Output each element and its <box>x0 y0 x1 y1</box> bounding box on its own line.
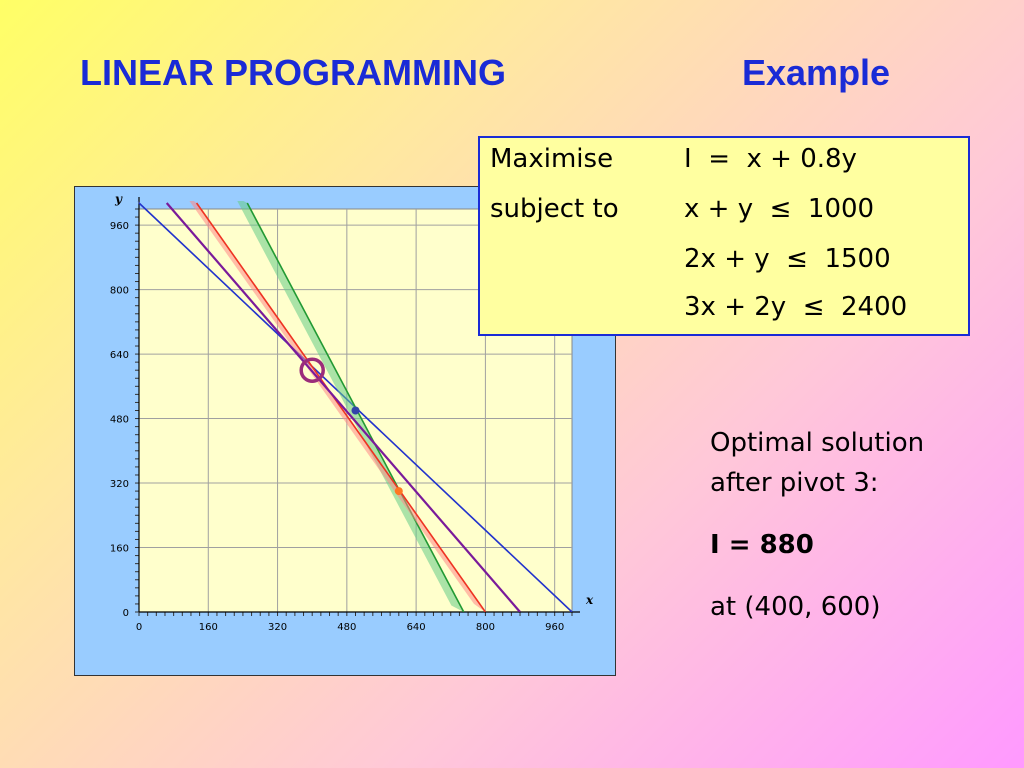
y-axis-label: y <box>114 192 123 206</box>
solution-line-1: Optimal solution <box>710 428 925 458</box>
constraint-line-2 <box>195 202 487 612</box>
solution-value: I = 880 <box>710 530 814 560</box>
x-tick-label: 640 <box>407 622 426 633</box>
y-tick-label: 480 <box>110 415 129 426</box>
constraint-band-2 <box>189 201 486 612</box>
x-tick-label: 320 <box>268 622 287 633</box>
objective-line <box>165 202 521 612</box>
y-tick-label: 320 <box>110 479 129 490</box>
x-axis-label: x <box>585 593 594 607</box>
lp-formulation-box: Maximise I = x + 0.8y subject to x + y ≤… <box>478 136 970 336</box>
x-tick-label: 160 <box>199 622 218 633</box>
y-tick-label: 800 <box>110 286 129 297</box>
objective-expression: I = x + 0.8y <box>684 144 857 174</box>
constraint-row-1: subject to x + y ≤ 1000 <box>480 194 968 234</box>
constraint-1: x + y ≤ 1000 <box>684 194 875 224</box>
slide-subtitle: Example <box>742 52 891 93</box>
y-tick-label: 960 <box>110 221 129 232</box>
chart-svg: 0 160 320 480 640 800 960 0 160 320 480 640 800 960 x y <box>110 192 594 633</box>
constraint-3: 3x + 2y ≤ 2400 <box>684 292 908 322</box>
x-tick-label: 480 <box>337 622 356 633</box>
y-tick-label: 640 <box>110 350 129 361</box>
constraint-row-3: 3x + 2y ≤ 2400 <box>480 292 968 332</box>
objective-row: Maximise I = x + 0.8y <box>480 144 968 184</box>
constraint-row-2: 2x + y ≤ 1500 <box>480 244 968 284</box>
optimal-point-ring <box>299 357 325 383</box>
y-tick-label: 160 <box>110 544 129 555</box>
y-tick-label: 0 <box>123 608 129 619</box>
subject-to-label: subject to <box>490 194 619 224</box>
constraint-2: 2x + y ≤ 1500 <box>684 244 891 274</box>
vertex-marker-1 <box>351 406 360 415</box>
solution-point: at (400, 600) <box>710 592 881 622</box>
x-tick-label: 800 <box>476 622 495 633</box>
slide-title: LINEAR PROGRAMMING <box>80 52 506 93</box>
x-tick-label: 0 <box>136 622 142 633</box>
x-tick-label: 960 <box>545 622 564 633</box>
objective-label: Maximise <box>490 144 614 174</box>
solution-line-2: after pivot 3: <box>710 468 879 498</box>
vertex-marker-2 <box>394 487 403 496</box>
